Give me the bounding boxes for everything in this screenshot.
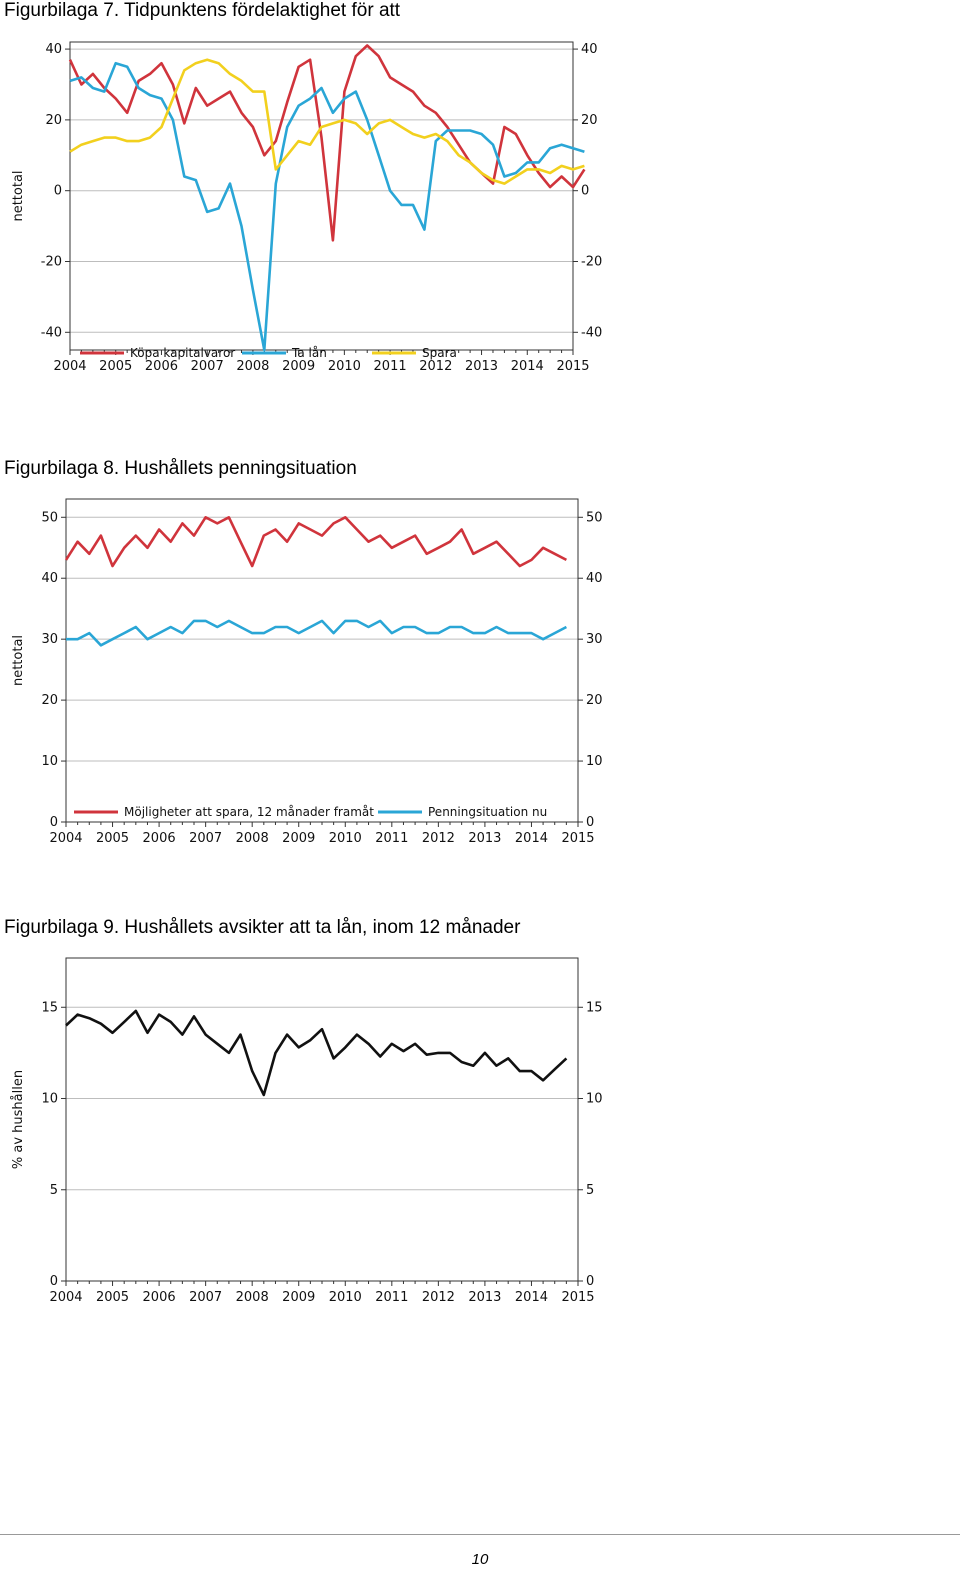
y-tick-label-right: 5 [586, 1183, 594, 1198]
y-tick-label-right: -40 [581, 325, 602, 340]
x-tick-label: 2008 [236, 1290, 269, 1305]
series-line-1 [64, 515, 568, 568]
x-tick-label: 2010 [328, 359, 361, 374]
x-tick-label: 2014 [515, 1290, 548, 1305]
y-tick-label-left: 40 [41, 571, 58, 586]
x-tick-label: 2009 [282, 831, 315, 846]
y-tick-label-right: 30 [586, 632, 603, 647]
x-tick-label: 2012 [422, 1290, 455, 1305]
x-tick-label: 2010 [329, 831, 362, 846]
y-tick-label-left: 10 [41, 754, 58, 769]
x-tick-label: 2004 [49, 831, 82, 846]
x-tick-label: 2005 [99, 359, 132, 374]
y-tick-label-right: 0 [586, 1274, 594, 1289]
x-tick-label: 2013 [465, 359, 498, 374]
x-tick-label: 2009 [282, 1290, 315, 1305]
y-tick-label-right: 20 [586, 693, 603, 708]
y-axis-label: % av hushållen [11, 1070, 26, 1169]
x-tick-label: 2013 [468, 1290, 501, 1305]
figure-9-title: Figurbilaga 9. Hushållets avsikter att t… [4, 917, 521, 938]
legend-label: Möjligheter att spara, 12 månader framåt [124, 805, 374, 819]
y-tick-label-left: 20 [41, 693, 58, 708]
y-tick-label-right: 50 [586, 510, 603, 525]
y-tick-label-left: -20 [41, 254, 62, 269]
series-line-1 [68, 44, 586, 242]
y-tick-label-left: 40 [45, 42, 62, 57]
x-tick-label: 2005 [96, 831, 129, 846]
x-tick-label: 2015 [561, 1290, 594, 1305]
legend-label: Ta lån [291, 346, 327, 360]
x-tick-label: 2012 [422, 831, 455, 846]
x-tick-label: 2009 [282, 359, 315, 374]
series-line-2 [66, 619, 568, 647]
y-tick-label-right: 10 [586, 1092, 603, 1107]
x-tick-label: 2004 [49, 1290, 82, 1305]
y-axis-label: nettotal [11, 635, 26, 686]
x-tick-label: 2015 [561, 831, 594, 846]
y-tick-label-left: 10 [41, 1092, 58, 1107]
x-tick-label: 2015 [556, 359, 589, 374]
series-line-1 [65, 1009, 568, 1097]
x-tick-label: 2006 [143, 831, 176, 846]
y-tick-label-left: 15 [41, 1000, 58, 1015]
plot-frame [65, 957, 579, 1282]
page-number: 10 [471, 1551, 489, 1568]
y-tick-label-right: 40 [581, 42, 598, 57]
x-tick-label: 2007 [189, 831, 222, 846]
x-tick-label: 2011 [375, 831, 408, 846]
y-tick-label-left: 0 [50, 1274, 58, 1289]
x-tick-label: 2008 [236, 359, 269, 374]
series-line-2 [69, 61, 585, 352]
y-axis-label: nettotal [11, 170, 26, 221]
y-tick-label-right: 40 [586, 571, 603, 586]
x-tick-label: 2011 [374, 359, 407, 374]
chart-fig7: -40 -40 -20 -20 0 0 20 20 40 40 2004 2005 2006 2007 20… [11, 41, 602, 374]
y-tick-label-left: 0 [50, 815, 58, 830]
x-tick-label: 2008 [236, 831, 269, 846]
x-tick-label: 2007 [191, 359, 224, 374]
y-tick-label-left: -40 [41, 325, 62, 340]
y-tick-label-right: 0 [586, 815, 594, 830]
chart-fig8: 0 0 10 10 20 20 30 30 40 40 50 50 2004 2005 2006 2007 20… [11, 498, 603, 846]
figure-8-title: Figurbilaga 8. Hushållets penningsituati… [4, 458, 357, 479]
x-tick-label: 2014 [515, 831, 548, 846]
chart-fig9: 0 0 5 5 10 10 15 15 2004 2005 2006 2007 2008 2009 2010… [11, 957, 603, 1305]
series-line-3 [69, 58, 585, 185]
x-tick-label: 2004 [53, 359, 86, 374]
x-tick-label: 2011 [375, 1290, 408, 1305]
x-tick-label: 2014 [511, 359, 544, 374]
x-tick-label: 2012 [419, 359, 452, 374]
figure-7-title: Figurbilaga 7. Tidpunktens fördelaktighe… [4, 0, 401, 21]
x-tick-label: 2010 [329, 1290, 362, 1305]
y-tick-label-left: 20 [45, 113, 62, 128]
x-tick-label: 2005 [96, 1290, 129, 1305]
x-tick-label: 2013 [468, 831, 501, 846]
x-tick-label: 2006 [143, 1290, 176, 1305]
footer-divider [0, 1534, 960, 1535]
y-tick-label-left: 5 [50, 1183, 58, 1198]
y-tick-label-right: 20 [581, 113, 598, 128]
y-tick-label-right: 15 [586, 1000, 603, 1015]
y-tick-label-right: 10 [586, 754, 603, 769]
y-tick-label-right: 0 [581, 184, 589, 199]
y-tick-label-left: 50 [41, 510, 58, 525]
x-tick-label: 2007 [189, 1290, 222, 1305]
legend-label: Spara [422, 346, 457, 360]
legend-label: Penningsituation nu [428, 805, 547, 819]
y-tick-label-right: -20 [581, 254, 602, 269]
x-tick-label: 2006 [145, 359, 178, 374]
y-tick-label-left: 30 [41, 632, 58, 647]
y-tick-label-left: 0 [54, 184, 62, 199]
legend-label: Köpa kapitalvaror [130, 346, 235, 360]
